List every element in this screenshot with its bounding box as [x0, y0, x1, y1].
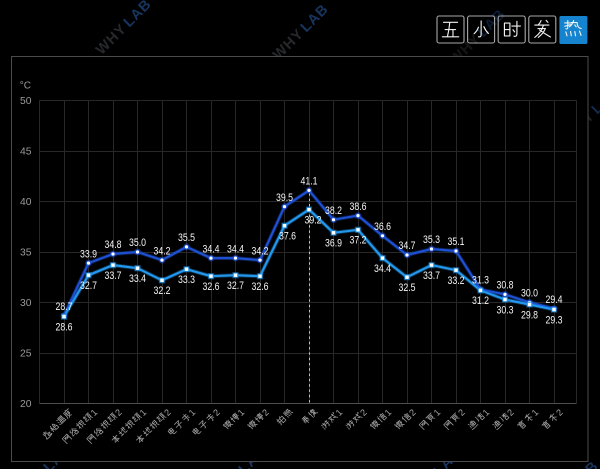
svg-text:2: 2: [211, 407, 222, 418]
svg-text:°C: °C: [20, 81, 31, 92]
svg-text:29.3: 29.3: [546, 314, 563, 326]
svg-text:35.1: 35.1: [448, 236, 465, 248]
svg-text:1: 1: [334, 407, 345, 418]
svg-text:32.7: 32.7: [227, 280, 244, 292]
svg-text:1: 1: [138, 407, 149, 418]
svg-text:1: 1: [89, 407, 100, 418]
svg-text:1: 1: [432, 407, 443, 418]
svg-text:2: 2: [505, 407, 516, 418]
svg-text:39.5: 39.5: [276, 192, 293, 204]
svg-text:33.7: 33.7: [105, 270, 122, 282]
svg-text:45: 45: [20, 147, 32, 158]
svg-text:35.0: 35.0: [129, 237, 146, 249]
svg-text:37.2: 37.2: [350, 235, 367, 247]
svg-text:30.8: 30.8: [497, 280, 514, 292]
svg-text:1: 1: [236, 407, 247, 418]
svg-text:29.8: 29.8: [521, 309, 538, 321]
svg-text:28.7: 28.7: [56, 301, 73, 313]
svg-text:41.1: 41.1: [301, 176, 318, 188]
svg-text:32.2: 32.2: [154, 285, 171, 297]
svg-text:LAB: LAB: [589, 83, 600, 117]
svg-text:32.5: 32.5: [399, 282, 416, 294]
svg-text:31.2: 31.2: [472, 295, 489, 307]
svg-text:50: 50: [20, 96, 32, 107]
svg-text:36.6: 36.6: [374, 221, 391, 233]
svg-text:2: 2: [113, 407, 124, 418]
svg-text:32.6: 32.6: [203, 281, 220, 293]
svg-text:32.6: 32.6: [252, 281, 269, 293]
svg-text:34.7: 34.7: [399, 240, 416, 252]
svg-text:2: 2: [456, 407, 467, 418]
svg-text:35: 35: [20, 248, 32, 259]
svg-text:25: 25: [20, 349, 32, 360]
svg-text:29.4: 29.4: [546, 294, 563, 306]
svg-text:34.4: 34.4: [203, 243, 220, 255]
svg-text:1: 1: [481, 407, 492, 418]
svg-text:33.7: 33.7: [423, 270, 440, 282]
svg-text:2: 2: [162, 407, 173, 418]
svg-text:2: 2: [260, 407, 271, 418]
svg-text:33.9: 33.9: [80, 248, 97, 260]
svg-text:28.6: 28.6: [56, 321, 73, 333]
svg-text:2: 2: [407, 407, 418, 418]
svg-text:30.0: 30.0: [521, 288, 538, 300]
svg-text:34.8: 34.8: [105, 239, 122, 251]
svg-text:34.2: 34.2: [154, 245, 171, 257]
svg-text:38.6: 38.6: [350, 201, 367, 213]
svg-text:39.2: 39.2: [305, 214, 322, 226]
svg-text:33.3: 33.3: [178, 274, 195, 286]
svg-text:1: 1: [187, 407, 198, 418]
svg-text:2: 2: [358, 407, 369, 418]
svg-text:20: 20: [20, 399, 32, 410]
svg-text:35.3: 35.3: [423, 234, 440, 246]
svg-text:34.4: 34.4: [227, 243, 244, 255]
svg-text:30: 30: [20, 298, 32, 309]
svg-text:34.2: 34.2: [252, 245, 269, 257]
svg-text:31.3: 31.3: [472, 275, 489, 287]
svg-text:2: 2: [554, 407, 565, 418]
svg-text:36.9: 36.9: [325, 238, 342, 250]
svg-text:1: 1: [530, 407, 541, 418]
svg-text:35.5: 35.5: [178, 232, 195, 244]
svg-text:32.7: 32.7: [80, 280, 97, 292]
svg-text:37.6: 37.6: [279, 231, 296, 243]
svg-text:1: 1: [383, 407, 394, 418]
svg-text:30.3: 30.3: [497, 304, 514, 316]
svg-text:40: 40: [20, 197, 32, 208]
svg-text:33.4: 33.4: [129, 273, 146, 285]
svg-text:33.2: 33.2: [448, 275, 465, 287]
svg-text:38.2: 38.2: [325, 205, 342, 217]
svg-text:34.4: 34.4: [374, 263, 391, 275]
